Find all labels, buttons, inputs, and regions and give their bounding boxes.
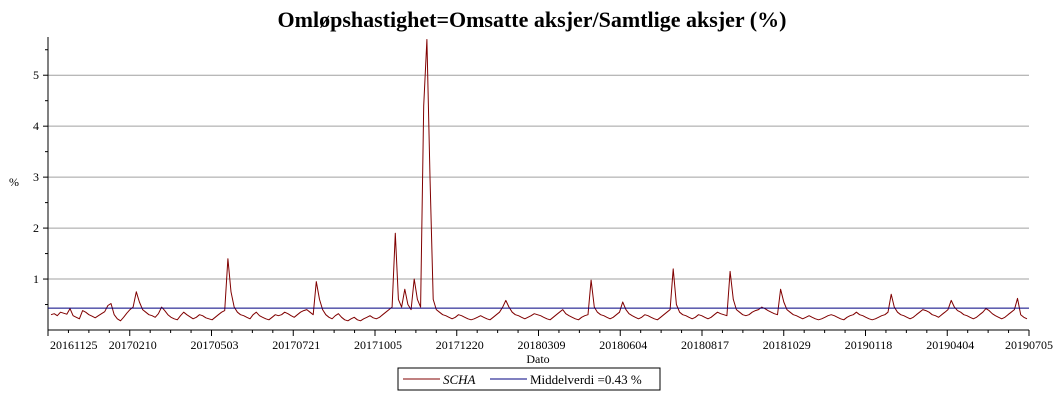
y-tick-label: 5	[33, 68, 39, 82]
series-line-scha	[50, 39, 1028, 322]
y-tick-label: 4	[33, 119, 39, 133]
y-tick-label: 3	[33, 170, 39, 184]
x-axis-ticks: 20161125 20170210 20170503 20170721 20171005…	[47, 330, 1053, 352]
x-tick-label: 20170503	[191, 338, 239, 352]
x-axis-label: Dato	[526, 352, 549, 366]
axes	[47, 37, 1029, 331]
x-tick-label: 20180309	[518, 338, 566, 352]
chart-title: Omløpshastighet=Omsatte aksjer/Samtlige …	[278, 7, 787, 32]
x-tick-label: 20170721	[272, 338, 320, 352]
y-axis-label: %	[9, 175, 19, 189]
legend-entry-mean: Middelverdi =0.43 %	[530, 372, 642, 387]
legend: SCHA Middelverdi =0.43 %	[397, 367, 661, 391]
x-tick-label: 20180604	[599, 338, 647, 352]
legend-box	[397, 367, 661, 391]
x-tick-label: 20161125	[50, 338, 98, 352]
x-tick-label: 20170210	[109, 338, 157, 352]
y-tick-label: 1	[33, 272, 39, 286]
grid-lines	[48, 74, 1029, 280]
legend-entry-scha: SCHA	[443, 372, 476, 387]
x-tick-label: 20190705	[1005, 338, 1053, 352]
x-tick-label: 20190404	[926, 338, 974, 352]
x-tick-label: 20181029	[763, 338, 811, 352]
y-axis-ticks: 1 2 3 4 5	[33, 49, 48, 306]
y-tick-label: 2	[33, 221, 39, 235]
x-tick-label: 20180817	[681, 338, 729, 352]
x-tick-label: 20171220	[436, 338, 484, 352]
x-tick-label: 20171005	[354, 338, 402, 352]
series-layer	[48, 39, 1029, 322]
x-tick-label: 20190118	[845, 338, 893, 352]
